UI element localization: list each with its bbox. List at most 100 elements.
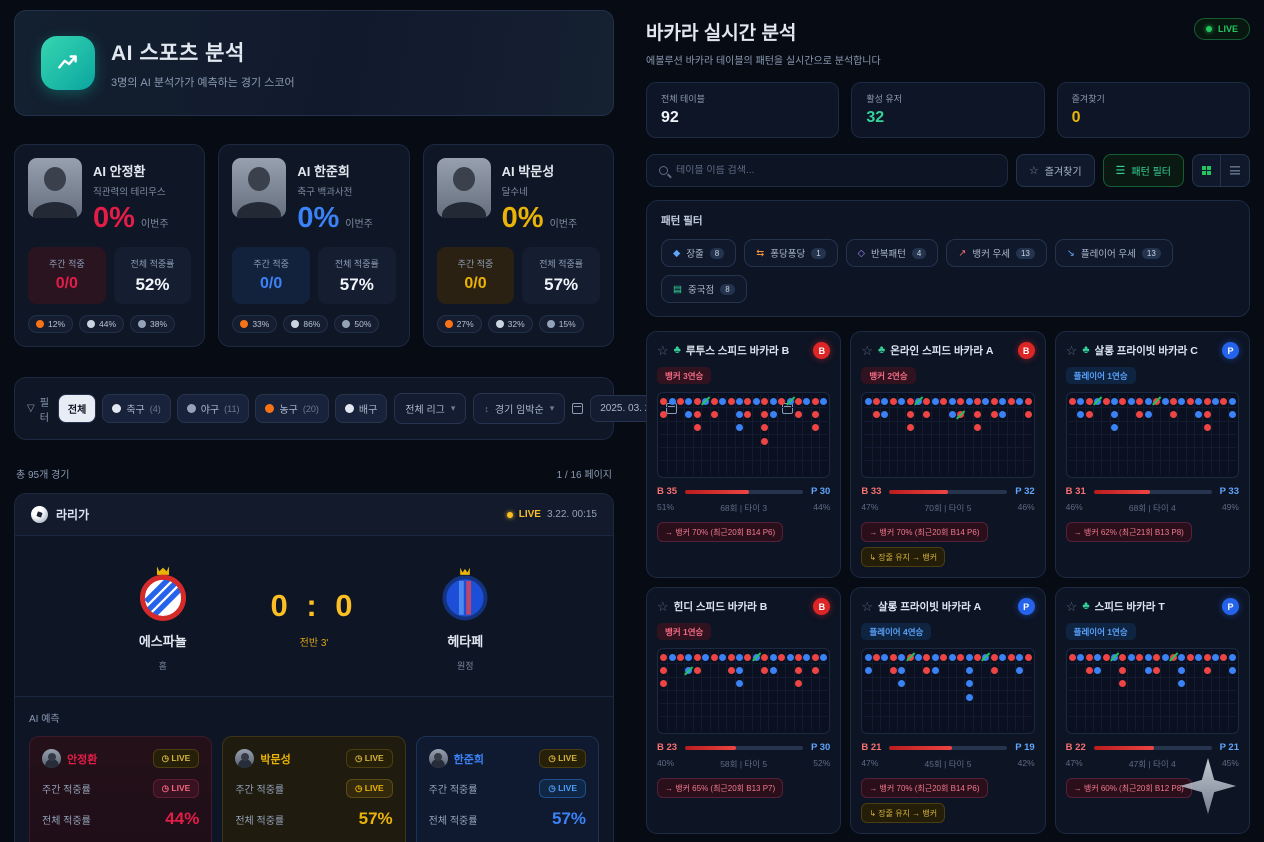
banker-dot <box>1153 653 1161 661</box>
road-cell <box>881 461 888 474</box>
favorite-star-icon[interactable]: ☆ <box>861 599 873 614</box>
sport-badge: 38% <box>130 315 176 333</box>
pattern-filter-button[interactable]: ☰ 패턴 필터 <box>1102 154 1184 187</box>
road-cell <box>931 448 940 462</box>
favorite-star-icon[interactable]: ☆ <box>1065 343 1078 358</box>
pattern-chip[interactable]: ⇆ 퐁당퐁당 1 <box>744 239 838 267</box>
road-cell <box>956 691 965 705</box>
search-input[interactable] <box>676 165 995 176</box>
road-cell <box>1152 704 1161 718</box>
sport-filter-chip[interactable]: 배구 <box>334 394 388 423</box>
sport-ball-icon <box>495 320 504 328</box>
road-cell <box>1178 664 1186 678</box>
player-dot <box>881 653 889 661</box>
road-cell <box>1194 435 1203 449</box>
road-cell <box>914 435 923 449</box>
baccarat-table-card[interactable]: ☆ ♣ 스피드 바카라 T P 플레이어 1연승 B 22 P 21 47% 47회 | 타이 … <box>1054 587 1250 834</box>
road-cell <box>1144 461 1151 474</box>
road-cell <box>940 691 948 705</box>
road-column <box>727 395 736 475</box>
banker-dot <box>990 397 998 405</box>
road-cell <box>1144 664 1152 678</box>
sport-badge: 33% <box>232 315 278 333</box>
analyst-card[interactable]: AI 안정환 직관력의 테리우스 0% 이번주 주간 적중 0/0 전체 적중률 52% 12%… <box>14 144 206 347</box>
road-cell <box>1152 422 1161 435</box>
road-cell <box>710 651 718 665</box>
total-accuracy-value: 52% <box>135 275 170 294</box>
road-cell <box>1203 395 1211 409</box>
player-dot <box>786 397 794 405</box>
road-cell <box>660 717 667 730</box>
road-cell <box>974 461 981 474</box>
baccarat-table-card[interactable]: ☆ ♣ 살롱 프라이빗 바카라 C P 플레이어 1연승 B 31 P 33 46% 68회 |… <box>1054 331 1250 578</box>
road-cell <box>1144 717 1151 730</box>
big-road-grid <box>861 648 1035 734</box>
sport-filter-chip[interactable]: 야구 (11) <box>176 394 250 423</box>
sport-filter-chip[interactable]: 전체 <box>57 394 97 423</box>
road-cell <box>1077 408 1085 422</box>
road-cell <box>1144 448 1152 462</box>
road-cell <box>777 408 786 422</box>
baccarat-table-card[interactable]: ☆ ♣ 루투스 스피드 바카라 B B 뱅커 3연승 B 35 P 30 51% 68회 | 타… <box>646 331 842 578</box>
road-cell <box>923 651 931 665</box>
baccarat-table-card[interactable]: ☆ 살롱 프라이빗 바카라 A P 플레이어 4연승 B 21 P 19 47% 45회 | … <box>850 587 1046 834</box>
road-cell <box>873 461 880 474</box>
road-cell <box>693 691 702 705</box>
pattern-chip[interactable]: ▤ 중국점 8 <box>661 275 747 303</box>
road-cell <box>931 678 940 691</box>
road-cell <box>999 448 1007 462</box>
sort-select[interactable]: ↕ 경기 임박순 ▾ <box>473 393 566 424</box>
favorite-star-icon[interactable]: ☆ <box>861 343 873 358</box>
match-card[interactable]: 라리가 LIVE 3.22. 00:15 <box>14 493 614 842</box>
road-cell <box>660 461 667 474</box>
banker-dot <box>974 653 982 661</box>
road-column <box>999 395 1008 475</box>
road-cell <box>990 408 999 422</box>
road-cell <box>1119 435 1127 449</box>
sport-ball-icon <box>138 320 147 328</box>
baccarat-table-card[interactable]: ☆ 힌디 스피드 바카라 B B 뱅커 1연승 B 23 P 30 40% 58회 | 타이 … <box>646 587 842 834</box>
road-cell <box>1194 422 1203 435</box>
prediction-card-header: 한준희 ◷ LIVE <box>428 749 586 768</box>
pattern-chip[interactable]: ◇ 반복패턴 4 <box>845 239 939 267</box>
sport-filter-chip[interactable]: 농구 (20) <box>255 394 329 423</box>
sport-badge: 15% <box>538 315 584 333</box>
road-cell <box>906 704 914 718</box>
list-view-button[interactable] <box>1220 155 1249 186</box>
pattern-chip[interactable]: ◆ 장줄 8 <box>661 239 737 267</box>
road-cell <box>1086 461 1093 474</box>
baccarat-table-card[interactable]: ☆ ♣ 온라인 스피드 바카라 A B 뱅커 2연승 B 33 P 32 47% 70회 | 타… <box>850 331 1046 578</box>
road-cell <box>735 448 744 462</box>
road-cell <box>1077 704 1085 718</box>
road-column <box>1110 395 1120 475</box>
road-column <box>1169 651 1179 731</box>
favorite-star-icon[interactable]: ☆ <box>657 343 669 358</box>
analyst-card[interactable]: AI 한준희 축구 백과사전 0% 이번주 주간 적중 0/0 전체 적중률 57% 33% 86… <box>218 144 410 347</box>
banker-dot <box>906 653 914 661</box>
league-filter-select[interactable]: 전체 리그 ▾ <box>394 393 467 424</box>
sport-filter-chip[interactable]: 축구 (4) <box>102 394 171 423</box>
favorites-button[interactable]: ☆ 즐겨찾기 <box>1015 154 1095 187</box>
road-cell <box>1194 651 1203 665</box>
road-cell <box>864 704 872 718</box>
road-cell <box>1136 408 1144 422</box>
favorite-star-icon[interactable]: ☆ <box>1065 599 1078 614</box>
road-cell <box>1085 395 1093 409</box>
analyst-card[interactable]: AI 박문성 달수네 0% 이번주 주간 적중 0/0 전체 적중률 57% 27% 32% 15% <box>422 144 614 347</box>
banker-pct: 47% <box>1065 758 1083 768</box>
pattern-chip[interactable]: ↘ 플레이어 우세 13 <box>1054 239 1173 267</box>
road-cell <box>1136 651 1144 665</box>
road-cell <box>1085 651 1093 665</box>
road-cell <box>1119 395 1127 409</box>
road-cell <box>668 678 676 691</box>
pattern-chip[interactable]: ↗ 뱅커 우세 13 <box>946 239 1047 267</box>
filter-label-text: 필터 <box>39 397 49 424</box>
search-box[interactable] <box>646 154 1008 187</box>
player-dot <box>982 653 990 661</box>
favorite-star-icon[interactable]: ☆ <box>657 599 669 614</box>
grid-view-button[interactable] <box>1193 155 1220 186</box>
road-cell <box>965 435 973 449</box>
